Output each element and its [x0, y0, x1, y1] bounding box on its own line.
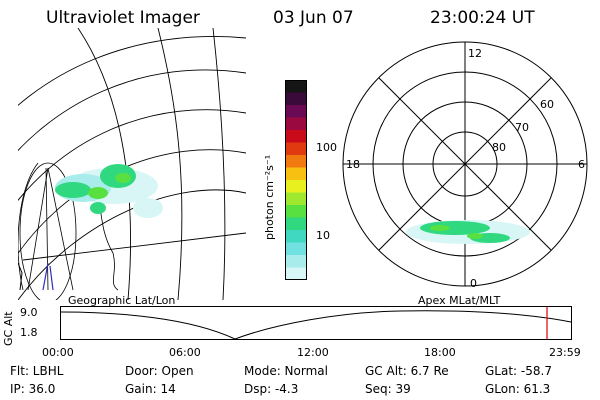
aurora-blob-left: [55, 164, 163, 218]
glat-label: GLat: -58.7: [485, 364, 552, 378]
clock-label-6: 6: [578, 158, 585, 171]
colorbar-stripe: [285, 230, 307, 244]
colorbar-unit-label: photon cm⁻²s⁻¹: [263, 154, 276, 240]
instrument-title: Ultraviolet Imager: [46, 8, 200, 28]
colorbar-stripe: [285, 205, 307, 219]
timeline-ytick-high: 9.0: [20, 306, 38, 319]
colorbar-tick-100: 100: [316, 141, 337, 154]
colorbar-stripe: [285, 92, 307, 106]
clock-label-18: 18: [346, 158, 360, 171]
flt-label: Flt: LBHL: [10, 364, 64, 378]
timeline-xtick-1200: 12:00: [297, 346, 329, 359]
colorbar-tick-10: 10: [316, 229, 330, 242]
colorbar-stripe: [285, 155, 307, 169]
colorbar-stripe: [285, 130, 307, 144]
colorbar: [285, 80, 307, 280]
clock-label-0: 0: [470, 277, 477, 290]
colorbar-stripe: [285, 180, 307, 194]
lat-label-70: 70: [515, 121, 529, 134]
timeline-xtick-0000: 00:00: [42, 346, 74, 359]
lat-label-60: 60: [540, 98, 554, 111]
colorbar-stripe: [285, 217, 307, 231]
clock-label-12: 12: [468, 47, 482, 60]
ip-label: IP: 36.0: [10, 382, 56, 396]
gain-label: Gain: 14: [125, 382, 176, 396]
colorbar-stripe: [285, 255, 307, 269]
colorbar-stripe: [285, 117, 307, 131]
geographic-map: [18, 28, 246, 300]
timeline-xtick-1800: 18:00: [424, 346, 456, 359]
aurora-oval: [406, 220, 530, 244]
colorbar-stripe: [285, 142, 307, 156]
time-label: 23:00:24 UT: [430, 8, 535, 28]
dsp-label: Dsp: -4.3: [244, 382, 299, 396]
altitude-timeline: [60, 306, 572, 340]
geographic-coord-label: Geographic Lat/Lon: [68, 294, 176, 307]
lat-label-80: 80: [492, 141, 506, 154]
polar-plot: [342, 41, 588, 287]
seq-label: Seq: 39: [365, 382, 411, 396]
date-label: 03 Jun 07: [273, 8, 354, 28]
apex-coord-label: Apex MLat/MLT: [418, 294, 501, 307]
colorbar-stripe: [285, 80, 307, 94]
colorbar-stripe: [285, 267, 307, 280]
timeline-xtick-0600: 06:00: [169, 346, 201, 359]
timeline-axis-title: GC Alt: [2, 311, 15, 346]
colorbar-stripe: [285, 167, 307, 181]
gc-alt-label: GC Alt: 6.7 Re: [365, 364, 449, 378]
glon-label: GLon: 61.3: [485, 382, 551, 396]
colorbar-stripe: [285, 242, 307, 256]
mode-label: Mode: Normal: [244, 364, 328, 378]
colorbar-stripe: [285, 105, 307, 119]
timeline-xtick-2359: 23:59: [549, 346, 581, 359]
door-label: Door: Open: [125, 364, 194, 378]
timeline-ytick-low: 1.8: [20, 326, 38, 339]
colorbar-stripe: [285, 192, 307, 206]
